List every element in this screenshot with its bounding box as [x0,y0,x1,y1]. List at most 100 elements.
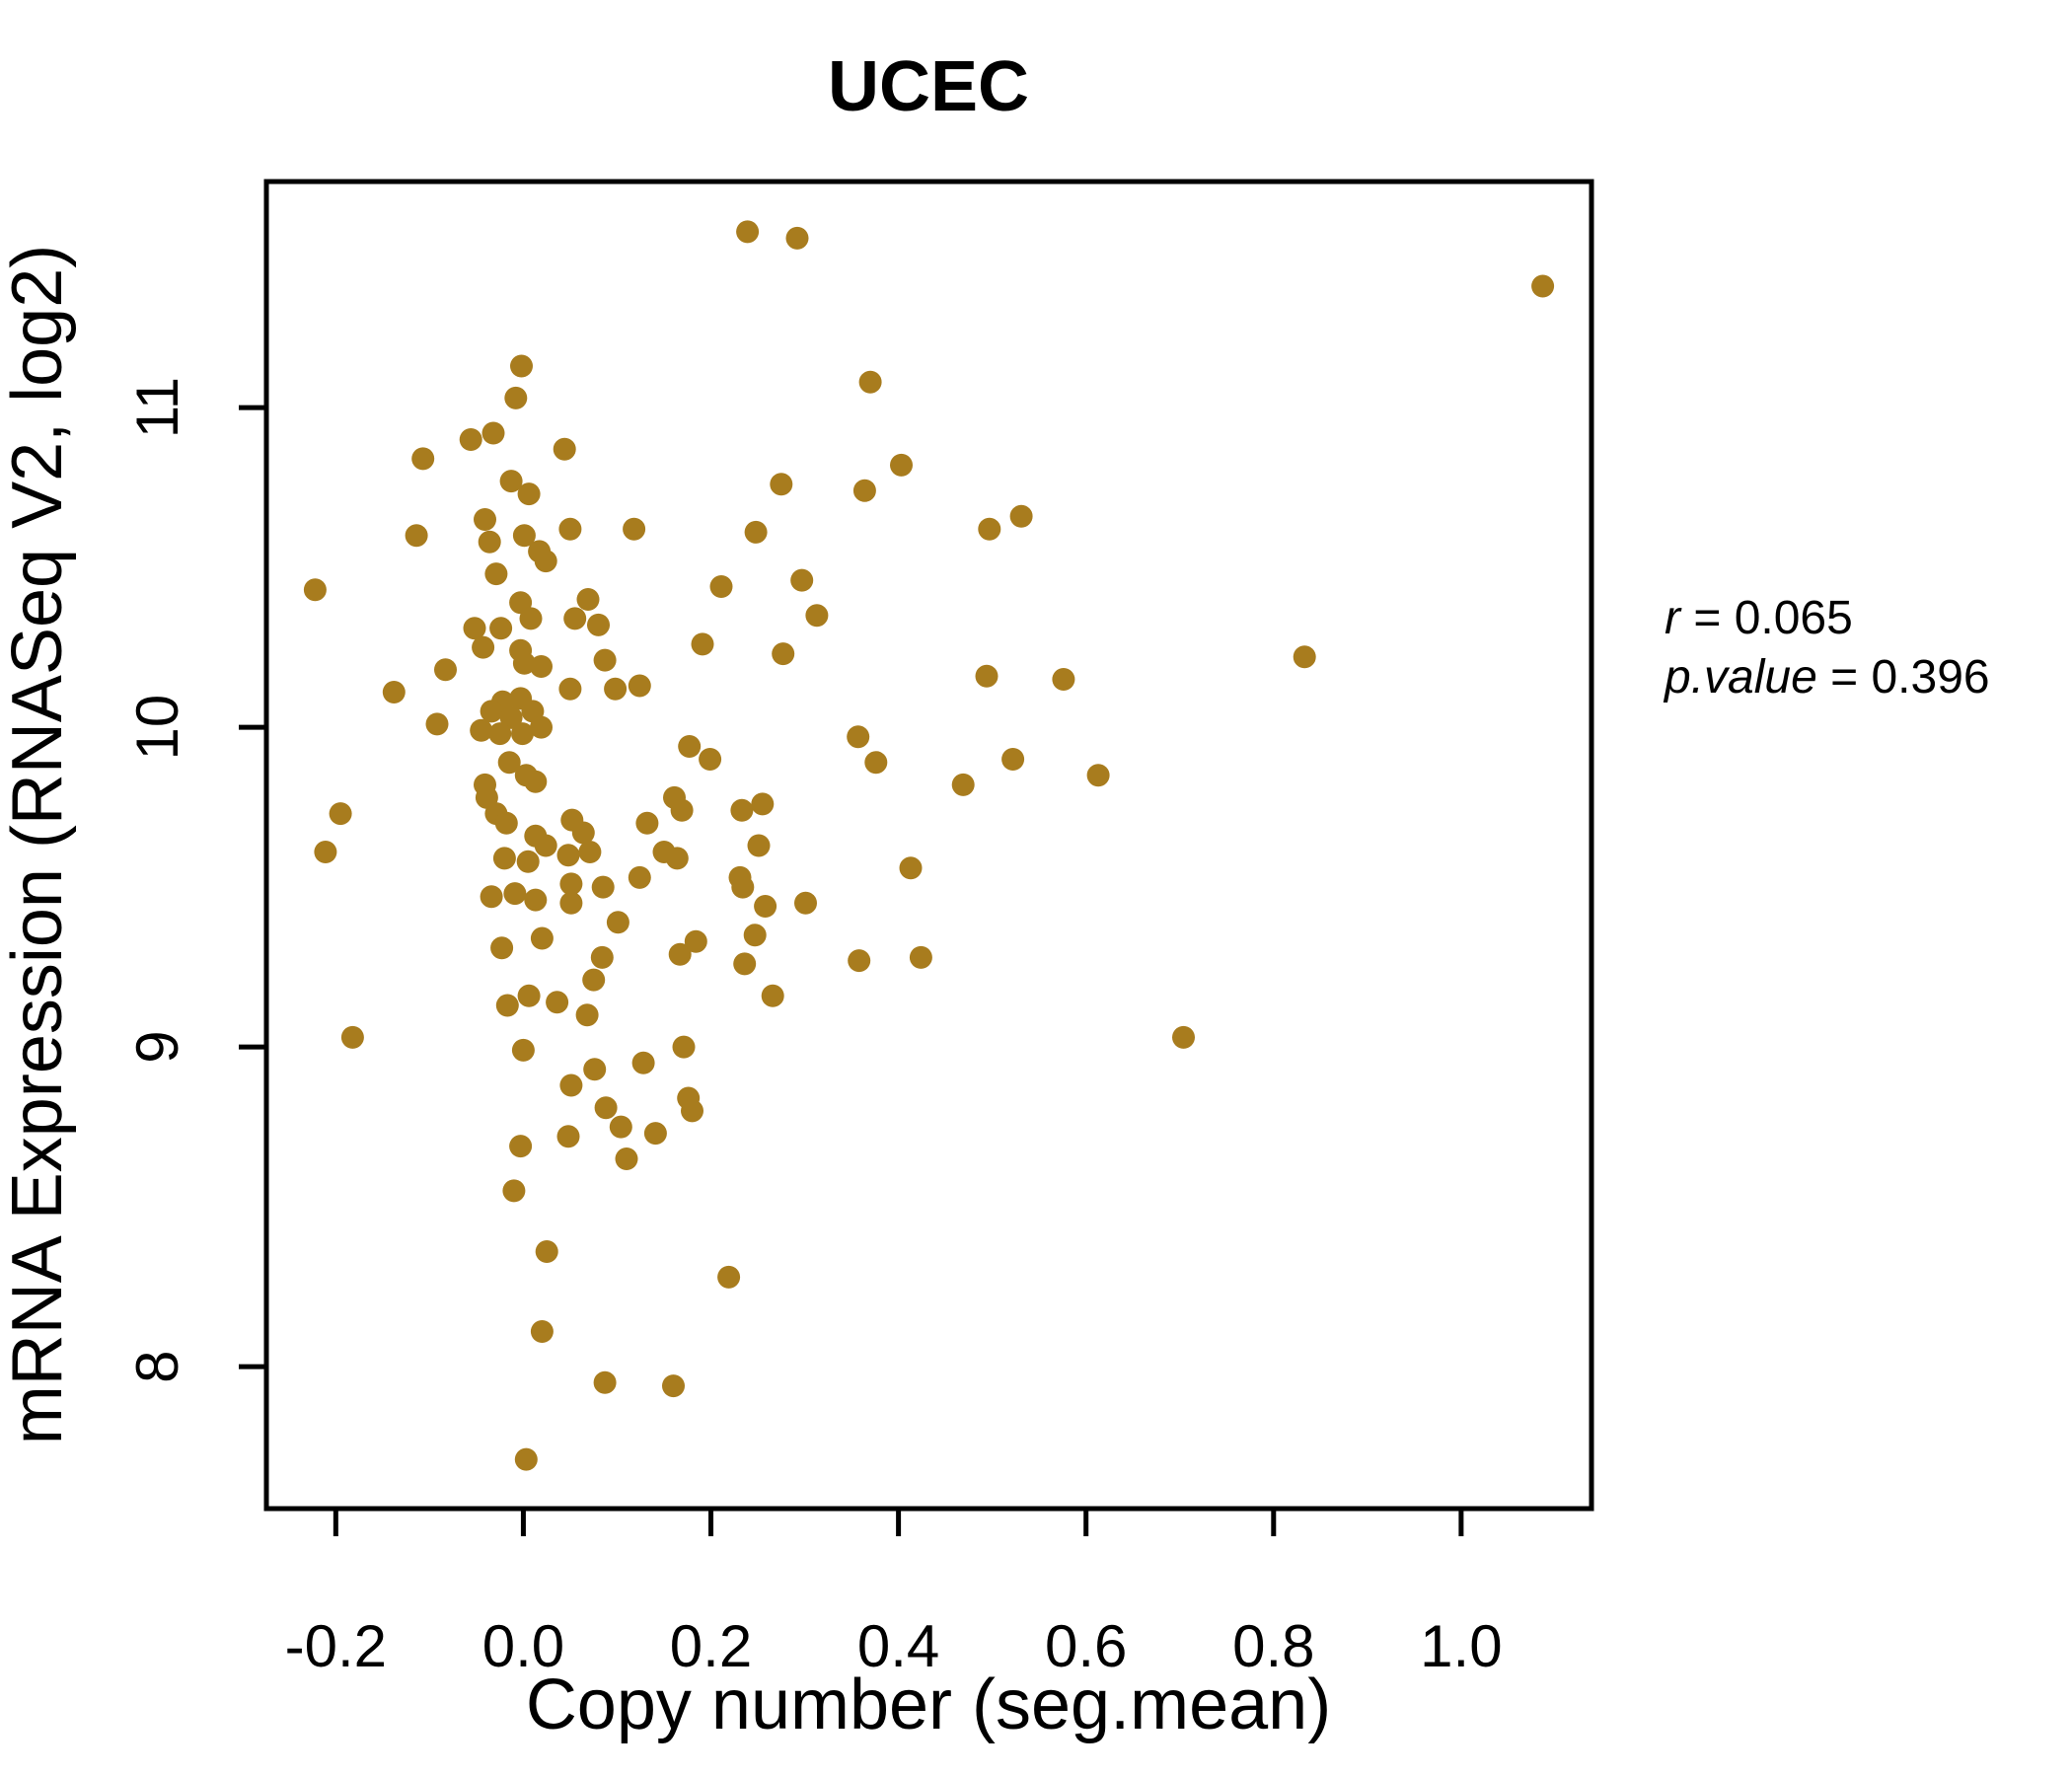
y-tick-label: 10 [124,695,190,761]
data-point [512,524,536,548]
data-point [670,798,694,822]
data-point [662,1374,685,1398]
y-tick-label: 8 [124,1350,190,1382]
data-point [490,936,514,960]
data-point [405,524,428,548]
data-point [709,575,733,598]
data-point [524,888,548,912]
data-point [559,1073,583,1097]
data-point [510,354,533,378]
data-point [478,530,501,554]
data-point [434,658,457,682]
data-point [480,700,503,723]
data-point [699,748,722,771]
data-point [691,632,714,656]
data-point [517,482,541,506]
data-point [628,674,651,698]
data-point [754,895,777,918]
data-point [594,1096,618,1120]
x-axis-label: Copy number (seg.mean) [526,1665,1331,1744]
data-point [794,891,817,915]
data-point [530,1320,554,1343]
data-point [593,648,617,672]
data-point [1001,748,1025,771]
data-point [459,428,482,451]
data-point [576,588,600,611]
chart-title: UCEC [828,47,1029,126]
data-point [717,1265,741,1289]
data-point [591,875,615,899]
data-point [463,617,486,640]
data-point [684,929,707,953]
data-point [747,834,771,857]
data-point [1052,668,1075,691]
data-point [504,386,528,409]
data-point [534,834,557,857]
data-point [951,773,975,796]
y-axis-ticks: 8 9 10 11 [124,377,266,1383]
data-point [1172,1025,1195,1049]
data-point [530,715,553,739]
data-point [553,437,576,461]
data-point [578,841,602,863]
data-point [978,517,1001,541]
r-var: r [1665,592,1682,644]
data-point [514,1447,538,1471]
data-point [681,1099,703,1123]
data-point [668,942,692,966]
data-point [593,1370,617,1394]
data-point [559,872,583,896]
data-point [497,751,521,775]
data-point [499,705,523,729]
y-tick-label: 9 [124,1030,190,1063]
data-point [631,1051,655,1074]
x-tick-label: -0.2 [285,1613,387,1679]
data-point [1531,274,1555,298]
data-point [489,617,513,640]
data-point [899,856,923,880]
data-point [535,1240,558,1263]
data-point [556,1125,580,1148]
data-point [743,924,767,947]
data-point [470,718,493,742]
data-point [583,1058,607,1081]
data-point [492,847,516,870]
x-tick-label: 0.0 [482,1613,564,1679]
data-point [864,751,888,775]
correlation-p-annotation: p.value = 0.396 [1663,651,1990,703]
data-point [558,677,582,701]
data-point [472,635,495,659]
data-point [575,1003,599,1027]
data-point [411,447,435,471]
data-point [329,802,352,826]
data-point [519,607,543,630]
data-point [665,847,689,870]
data-point [975,664,999,688]
x-tick-label: 1.0 [1420,1613,1502,1679]
data-point [730,798,754,822]
data-point [559,891,583,915]
data-point [744,520,768,544]
data-point [733,952,757,976]
data-point [587,613,610,636]
x-tick-label: 0.8 [1232,1613,1314,1679]
data-point [772,642,795,666]
data-point [790,568,814,592]
y-axis-label: mRNA Expression (RNASeq V2, log2) [0,245,77,1444]
data-point [848,949,871,973]
data-point [736,220,760,244]
data-point [852,479,876,502]
data-point [635,811,659,835]
data-point [484,562,508,586]
data-points [303,220,1555,1471]
data-point [731,875,755,899]
data-point [511,722,534,746]
data-point [425,712,449,736]
p-var: p.value [1663,651,1817,703]
data-point [512,651,536,675]
data-point [474,508,496,531]
data-point [494,811,518,835]
data-point [858,370,882,394]
